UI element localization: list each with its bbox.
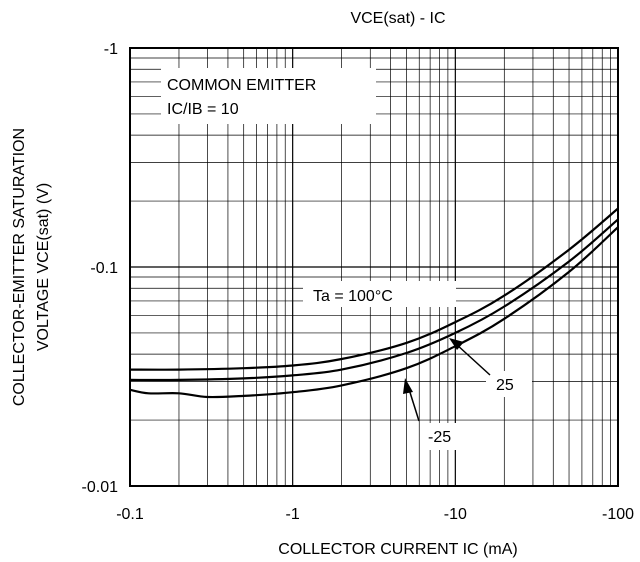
condition-line-1: COMMON EMITTER	[167, 77, 316, 94]
arrow-25-shaft	[455, 343, 491, 376]
series-line	[129, 207, 619, 371]
chart-title: VCE(sat) - IC	[350, 10, 445, 27]
x-axis-label: COLLECTOR CURRENT IC (mA)	[278, 541, 517, 558]
y-axis-label-line-2: VOLTAGE VCE(sat) (V)	[35, 183, 52, 351]
x-tick-label: -0.1	[116, 506, 144, 523]
plot-frame	[129, 47, 619, 487]
label-ta-100-text: Ta = 100°C	[313, 288, 393, 305]
y-tick-label: -0.01	[82, 479, 119, 496]
tick-labels: -0.1 -1 -10 -100 -0.01 -0.1 -1	[82, 41, 635, 523]
label-25: 25	[449, 338, 532, 397]
label-ta-100-box	[303, 281, 456, 307]
label-minus-25-text: -25	[428, 429, 451, 446]
label-25-box	[486, 371, 532, 397]
x-tick-label: -100	[602, 506, 634, 523]
x-tick-label: -1	[286, 506, 300, 523]
condition-box	[161, 68, 376, 124]
y-tick-label: -0.1	[90, 260, 118, 277]
label-ta-100: Ta = 100°C	[303, 281, 456, 307]
x-tick-label: -10	[444, 506, 467, 523]
label-minus-25-box	[420, 423, 466, 450]
series-line	[129, 218, 619, 382]
arrow-25-head	[449, 338, 464, 350]
y-tick-label: -1	[104, 41, 118, 58]
arrow-minus-25-head	[403, 378, 413, 394]
y-axis-label-line-1: COLLECTOR-EMITTER SATURATION	[11, 128, 28, 406]
condition-annotation: COMMON EMITTER IC/IB = 10	[161, 68, 376, 124]
label-25-text: 25	[496, 377, 514, 394]
series-line	[129, 226, 619, 399]
data-curves	[129, 207, 619, 399]
label-minus-25: -25	[403, 378, 466, 450]
condition-line-2: IC/IB = 10	[167, 101, 239, 118]
